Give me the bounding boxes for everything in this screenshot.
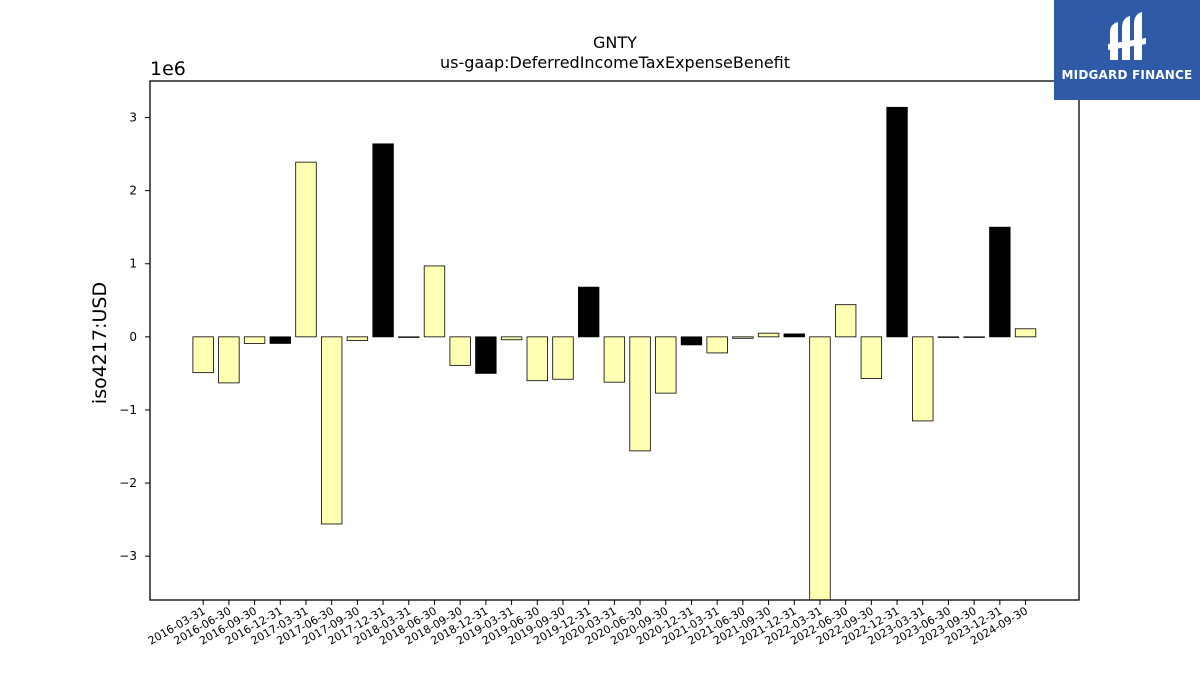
bar-2020-12-31 <box>680 336 703 346</box>
y-tick-label: 3 <box>129 111 137 125</box>
bar-2019-06-30 <box>526 336 548 382</box>
midgard-logo-icon <box>1108 12 1146 60</box>
y-tick-label: −3 <box>119 549 137 563</box>
bar-2021-03-31 <box>706 336 728 354</box>
bar-2021-09-30 <box>757 332 780 338</box>
bar-2022-06-30 <box>834 304 857 338</box>
bar-2019-09-30 <box>552 336 574 380</box>
bar-2023-06-30 <box>937 336 960 338</box>
bar-2018-12-31 <box>475 336 497 374</box>
bar-2019-03-31 <box>500 336 523 341</box>
bar-2023-12-31 <box>989 226 1011 338</box>
bar-2016-09-30 <box>243 336 266 344</box>
bar-2017-03-31 <box>295 161 317 338</box>
bar-2020-09-30 <box>655 336 677 394</box>
y-tick-label: 0 <box>129 330 137 344</box>
bar-2019-12-31 <box>577 286 600 338</box>
y-tick-label: −1 <box>119 403 137 417</box>
chart-title: GNTY <box>593 33 637 52</box>
bar-2017-09-30 <box>346 336 369 341</box>
bars-group <box>192 106 1037 601</box>
x-axis: 2016-03-312016-06-302016-09-302016-12-31… <box>146 600 1030 648</box>
bar-2021-06-30 <box>732 336 754 339</box>
y-tick-label: −2 <box>119 476 137 490</box>
bar-2022-03-31 <box>809 336 831 601</box>
bar-2021-12-31 <box>783 333 805 338</box>
bar-2017-12-31 <box>372 143 394 338</box>
bar-2020-06-30 <box>629 336 651 452</box>
y-tick-label: 1 <box>129 257 137 271</box>
bar-2017-06-30 <box>321 336 343 525</box>
bar-2016-03-31 <box>192 336 214 374</box>
bar-2018-09-30 <box>449 336 471 366</box>
bar-2024-09-30 <box>1014 328 1037 338</box>
bar-2020-03-31 <box>603 336 626 383</box>
y-axis: −3 −2 −1 0 1 2 3 <box>119 111 150 563</box>
y-tick-label: 2 <box>129 184 137 198</box>
bar-2018-06-30 <box>423 265 446 338</box>
bar-2023-09-30 <box>963 336 985 338</box>
bar-2023-03-31 <box>912 336 934 422</box>
plot-frame <box>149 80 1080 601</box>
bar-2016-06-30 <box>218 336 240 384</box>
chart-subtitle: us-gaap:DeferredIncomeTaxExpenseBenefit <box>440 53 790 72</box>
bar-2016-12-31 <box>269 336 291 344</box>
bar-2018-03-31 <box>398 336 420 338</box>
bar-2022-09-30 <box>860 336 883 379</box>
brand-name: MIDGARD FINANCE <box>1061 68 1193 82</box>
brand-logo: MIDGARD FINANCE <box>1054 0 1200 100</box>
bar-2022-12-31 <box>886 106 908 338</box>
y-axis-label: iso4217:USD <box>89 282 111 404</box>
y-scale-label: 1e6 <box>150 58 186 80</box>
